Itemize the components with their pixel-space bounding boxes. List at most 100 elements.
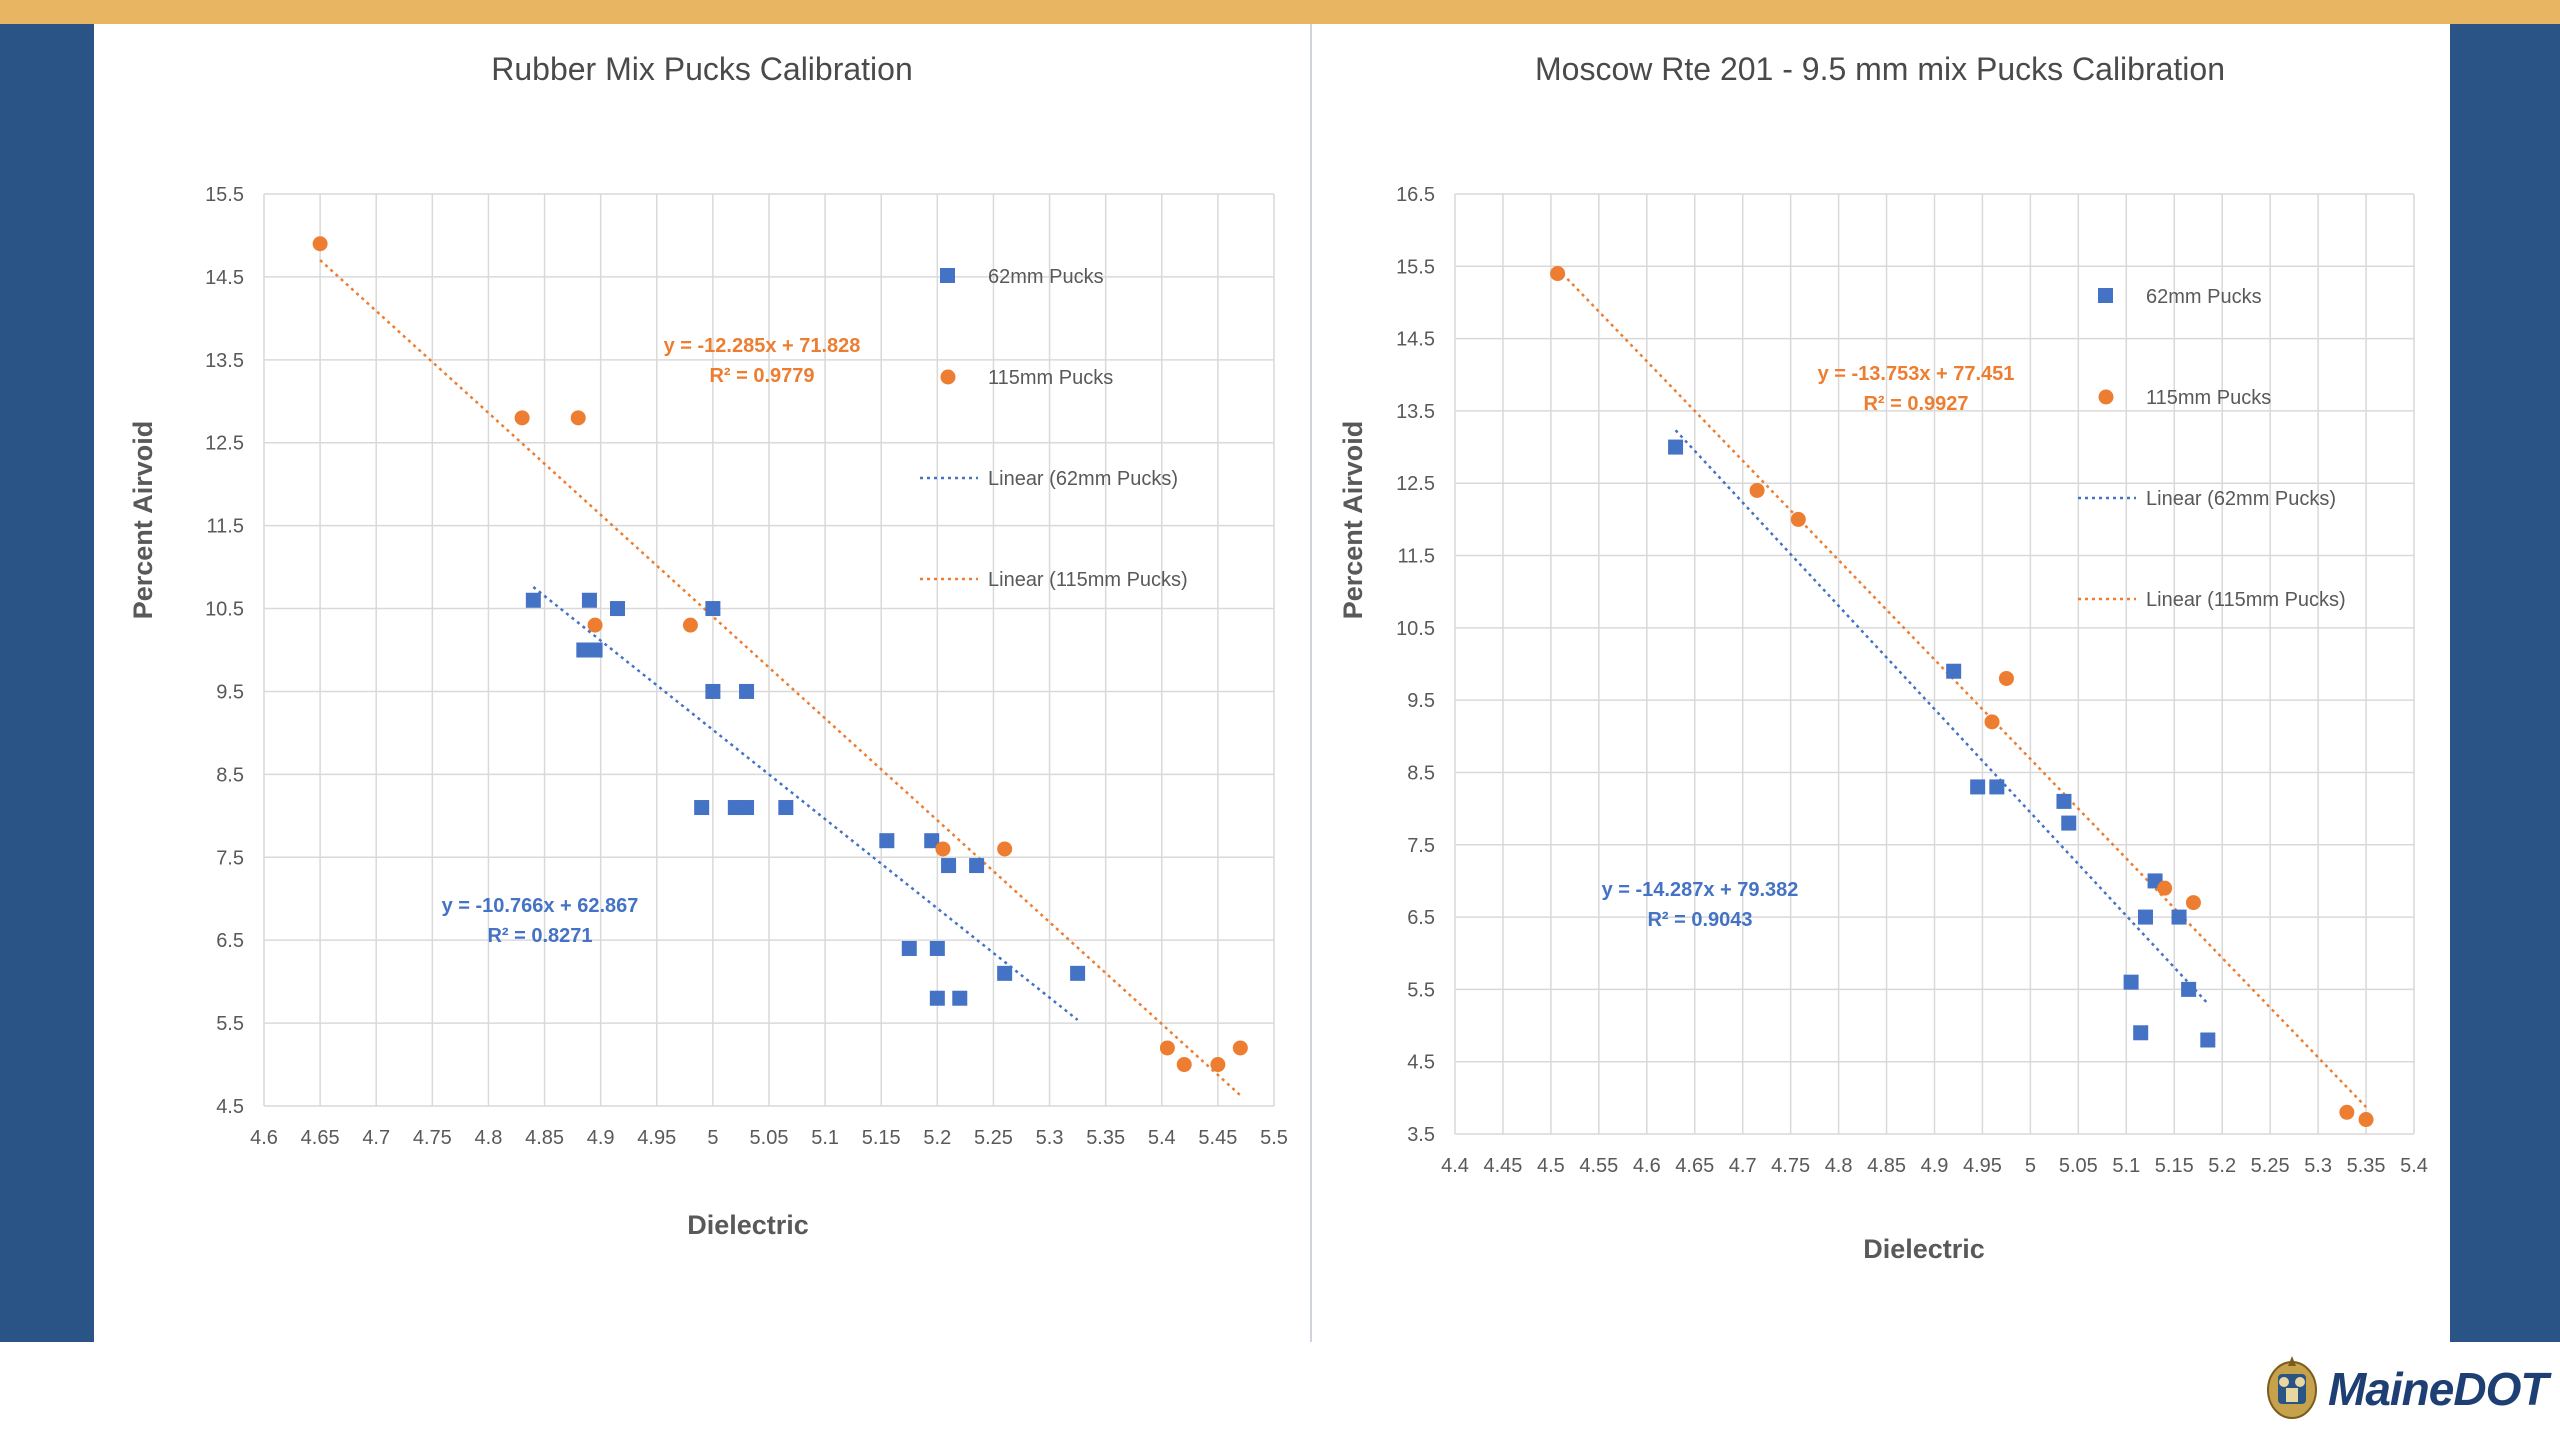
data-point-115mm bbox=[997, 841, 1013, 857]
data-point-115mm bbox=[1749, 482, 1765, 498]
data-point-62mm bbox=[778, 800, 794, 816]
legend-marker-115mm bbox=[2098, 389, 2114, 405]
data-point-62mm bbox=[705, 683, 721, 699]
trendline-115mm bbox=[1556, 267, 2367, 1108]
x-tick-label: 5 bbox=[2025, 1155, 2036, 1177]
data-point-62mm bbox=[739, 800, 755, 816]
legend-label: 62mm Pucks bbox=[2146, 286, 2262, 308]
x-tick-label: 5 bbox=[707, 1127, 718, 1149]
y-tick-label: 10.5 bbox=[1396, 618, 1435, 640]
data-point-62mm bbox=[2123, 974, 2139, 990]
data-point-62mm bbox=[2181, 981, 2197, 997]
x-tick-label: 4.85 bbox=[525, 1127, 564, 1149]
data-point-62mm bbox=[2056, 793, 2072, 809]
data-point-62mm bbox=[587, 642, 603, 658]
data-point-115mm bbox=[1210, 1057, 1226, 1073]
data-point-62mm bbox=[969, 858, 985, 874]
trendline-r2-62mm: R² = 0.8271 bbox=[487, 925, 592, 947]
legend: 62mm Pucks 115mm Pucks Linear (62mm Pucks)… bbox=[2078, 286, 2346, 611]
y-tick-label: 12.5 bbox=[1396, 473, 1435, 495]
left-side-band bbox=[0, 24, 94, 1342]
data-point-115mm bbox=[312, 236, 328, 252]
legend-label: Linear (115mm Pucks) bbox=[988, 569, 1188, 591]
data-point-115mm bbox=[1232, 1040, 1248, 1056]
x-tick-label: 5.25 bbox=[974, 1127, 1013, 1149]
x-tick-label: 4.5 bbox=[1537, 1155, 1565, 1177]
x-tick-label: 4.8 bbox=[1825, 1155, 1853, 1177]
trendline-equation-115mm: y = -13.753x + 77.451 bbox=[1818, 363, 2015, 385]
x-tick-label: 4.75 bbox=[413, 1127, 452, 1149]
trendline-equation-115mm: y = -12.285x + 71.828 bbox=[664, 335, 861, 357]
legend-label: 115mm Pucks bbox=[988, 367, 1113, 389]
y-tick-label: 4.5 bbox=[216, 1096, 244, 1118]
data-point-62mm bbox=[1989, 779, 2005, 795]
x-tick-label: 4.95 bbox=[637, 1127, 676, 1149]
x-tick-label: 4.7 bbox=[1729, 1155, 1757, 1177]
data-point-62mm bbox=[610, 601, 625, 617]
y-tick-label: 9.5 bbox=[216, 681, 244, 703]
data-point-115mm bbox=[1984, 714, 2000, 730]
x-tick-label: 5.15 bbox=[862, 1127, 901, 1149]
data-point-62mm bbox=[901, 940, 917, 956]
legend-label: Linear (62mm Pucks) bbox=[2146, 488, 2336, 510]
legend-label: Linear (62mm Pucks) bbox=[988, 468, 1178, 490]
data-point-62mm bbox=[2171, 909, 2187, 925]
x-axis-label: Dielectric bbox=[687, 1210, 809, 1240]
x-tick-label: 4.45 bbox=[1483, 1155, 1522, 1177]
y-tick-label: 7.5 bbox=[216, 847, 244, 869]
x-tick-label: 5.2 bbox=[923, 1127, 951, 1149]
x-tick-label: 4.7 bbox=[362, 1127, 390, 1149]
x-tick-label: 4.8 bbox=[475, 1127, 503, 1149]
chart-2: Moscow Rte 201 - 9.5 mm mix Pucks Calibr… bbox=[1338, 51, 2428, 1264]
data-point-115mm bbox=[2339, 1104, 2355, 1120]
data-point-115mm bbox=[587, 617, 603, 633]
trendline-62mm bbox=[532, 586, 1079, 1021]
y-tick-label: 6.5 bbox=[216, 930, 244, 952]
x-tick-label: 4.6 bbox=[250, 1127, 278, 1149]
x-tick-label: 5.25 bbox=[2251, 1155, 2290, 1177]
data-point-62mm bbox=[929, 940, 945, 956]
y-axis-label: Percent Airvoid bbox=[1338, 421, 1368, 620]
y-tick-label: 15.5 bbox=[1396, 256, 1435, 278]
data-point-62mm bbox=[694, 800, 710, 816]
y-tick-label: 13.5 bbox=[205, 350, 244, 372]
data-point-62mm bbox=[879, 833, 895, 849]
x-tick-label: 5.35 bbox=[2347, 1155, 2386, 1177]
chart-1: Rubber Mix Pucks Calibration 4.6 4.65 4.7 4.… bbox=[128, 51, 1288, 1240]
x-tick-label: 4.9 bbox=[587, 1127, 615, 1149]
data-point-62mm bbox=[1970, 779, 1986, 795]
legend-marker-115mm bbox=[940, 369, 956, 385]
x-tick-label: 5.1 bbox=[811, 1127, 839, 1149]
y-tick-label: 7.5 bbox=[1407, 835, 1435, 857]
top-accent-bar bbox=[0, 0, 2560, 24]
x-tick-label: 5.05 bbox=[2059, 1155, 2098, 1177]
trendline-equation-62mm: y = -10.766x + 62.867 bbox=[442, 895, 639, 917]
data-point-62mm bbox=[525, 592, 541, 608]
data-point-62mm bbox=[2137, 909, 2153, 925]
data-point-62mm bbox=[952, 990, 968, 1006]
x-tick-label: 5.35 bbox=[1086, 1127, 1125, 1149]
data-point-115mm bbox=[1550, 266, 1566, 282]
data-point-62mm bbox=[941, 858, 957, 874]
legend-label: Linear (115mm Pucks) bbox=[2146, 589, 2346, 611]
data-point-115mm bbox=[1998, 670, 2014, 686]
data-point-62mm bbox=[2133, 1025, 2149, 1041]
trendline-equation-62mm: y = -14.287x + 79.382 bbox=[1602, 879, 1799, 901]
x-tick-label: 4.65 bbox=[1675, 1155, 1714, 1177]
legend-label: 115mm Pucks bbox=[2146, 387, 2271, 409]
trendline-r2-115mm: R² = 0.9779 bbox=[709, 365, 814, 387]
panel-divider bbox=[1310, 24, 1312, 1342]
trendline-r2-115mm: R² = 0.9927 bbox=[1863, 393, 1968, 415]
y-tick-label: 14.5 bbox=[205, 267, 244, 289]
y-tick-label: 11.5 bbox=[1398, 546, 1435, 568]
y-tick-label: 13.5 bbox=[1396, 401, 1435, 423]
legend-marker-62mm bbox=[940, 268, 955, 283]
data-point-62mm bbox=[2200, 1032, 2216, 1048]
data-point-62mm bbox=[1668, 439, 1684, 455]
data-point-62mm bbox=[581, 592, 597, 608]
data-point-115mm bbox=[2185, 895, 2201, 911]
data-point-115mm bbox=[570, 410, 586, 426]
data-point-115mm bbox=[2157, 880, 2173, 896]
y-tick-label: 3.5 bbox=[1407, 1124, 1435, 1146]
y-tick-label: 6.5 bbox=[1407, 907, 1435, 929]
